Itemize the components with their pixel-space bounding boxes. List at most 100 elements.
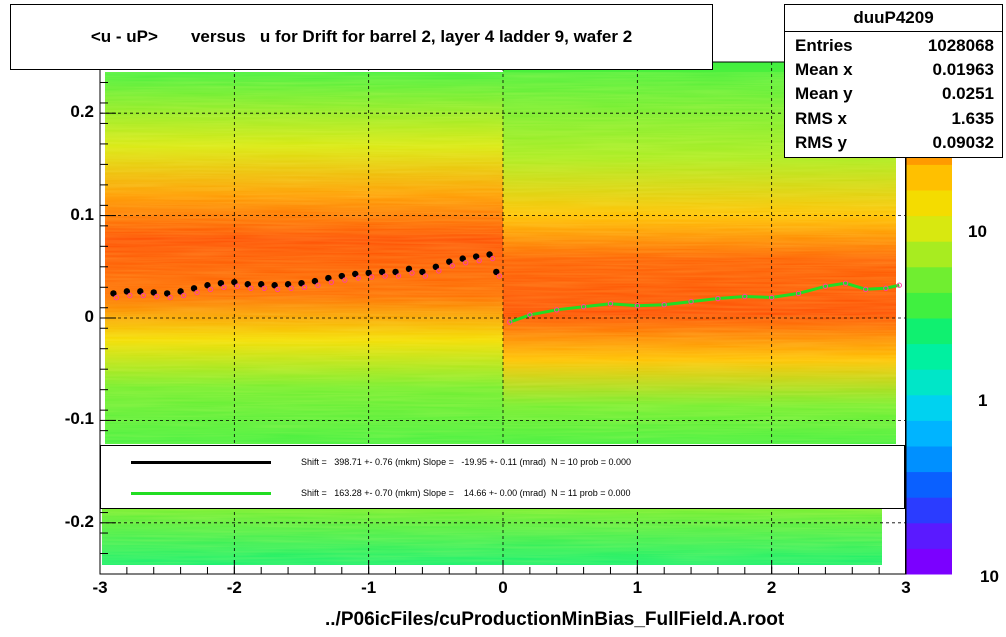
black-marker bbox=[204, 282, 211, 289]
black-marker bbox=[486, 251, 493, 258]
palette-swatch bbox=[906, 471, 952, 498]
pink-marker bbox=[496, 273, 502, 279]
legend-line-black bbox=[131, 461, 271, 464]
stat-row-entries: Entries 1028068 bbox=[795, 36, 994, 60]
stats-box: duuP4209 Entries 1028068 Mean x 0.01963 … bbox=[784, 4, 1003, 158]
pink-marker bbox=[154, 293, 160, 300]
black-marker bbox=[493, 268, 500, 276]
fit-legend: Shift = 398.71 +- 0.76 (mkm) Slope = -19… bbox=[100, 445, 905, 509]
palette-swatch bbox=[906, 266, 952, 293]
legend-text-green: Shift = 163.28 +- 0.70 (mkm) Slope = 14.… bbox=[301, 488, 631, 498]
pink-marker bbox=[328, 279, 335, 285]
palette-swatch bbox=[906, 420, 952, 447]
pink-marker bbox=[288, 285, 294, 292]
pink-marker bbox=[180, 292, 187, 299]
black-marker bbox=[432, 263, 440, 270]
black-marker bbox=[472, 253, 480, 260]
palette-swatch bbox=[906, 190, 952, 217]
pink-marker bbox=[113, 294, 120, 301]
stat-label: Mean x bbox=[795, 60, 853, 79]
x-tick-label: -3 bbox=[92, 578, 108, 597]
pink-marker bbox=[768, 294, 775, 301]
y-tick-label: 0.1 bbox=[70, 204, 94, 224]
pink-marker bbox=[580, 304, 587, 310]
black-marker bbox=[284, 281, 292, 288]
pink-marker bbox=[476, 257, 482, 264]
black-marker bbox=[244, 281, 251, 288]
stat-row-mean-y: Mean y 0.0251 bbox=[795, 84, 994, 108]
pink-marker bbox=[822, 283, 829, 289]
x-tick-label: 2 bbox=[766, 578, 777, 597]
pink-marker bbox=[207, 286, 214, 293]
pink-marker bbox=[221, 284, 227, 290]
black-marker bbox=[163, 290, 171, 297]
pink-marker bbox=[896, 282, 902, 288]
stat-label: RMS y bbox=[795, 133, 847, 152]
pink-marker bbox=[127, 292, 133, 299]
black-marker bbox=[392, 268, 399, 276]
stat-label: Entries bbox=[795, 36, 853, 55]
pink-marker bbox=[194, 289, 200, 296]
pink-marker bbox=[234, 283, 241, 289]
black-marker bbox=[271, 282, 278, 289]
stat-value: 1.635 bbox=[951, 109, 994, 128]
palette-swatch bbox=[906, 522, 952, 549]
stats-title: duuP4209 bbox=[853, 8, 934, 27]
black-marker bbox=[378, 268, 386, 276]
pink-marker bbox=[274, 286, 281, 293]
pink-marker bbox=[409, 270, 415, 276]
pink-marker bbox=[661, 301, 667, 308]
black-marker bbox=[352, 270, 359, 278]
stat-label: Mean y bbox=[795, 84, 853, 103]
pink-marker bbox=[715, 295, 721, 302]
y-tick-label: -0.1 bbox=[64, 409, 94, 429]
palette-swatch bbox=[906, 394, 952, 421]
black-marker bbox=[123, 288, 131, 295]
data-series bbox=[110, 251, 902, 325]
palette-swatch bbox=[906, 446, 952, 473]
pink-marker bbox=[883, 285, 889, 292]
stat-row-mean-x: Mean x 0.01963 bbox=[795, 60, 994, 84]
pink-marker bbox=[463, 260, 469, 266]
x-tick-label: 3 bbox=[901, 578, 911, 597]
pink-marker bbox=[634, 303, 641, 309]
stat-row-rms-y: RMS y 0.09032 bbox=[795, 133, 994, 157]
legend-text-black: Shift = 398.71 +- 0.76 (mkm) Slope = -19… bbox=[301, 457, 632, 467]
stat-value: 1028068 bbox=[927, 36, 994, 55]
pink-marker bbox=[489, 255, 496, 262]
pink-marker bbox=[315, 282, 321, 288]
black-marker bbox=[150, 289, 157, 296]
stat-row-rms-x: RMS x 1.635 bbox=[795, 109, 994, 133]
pink-marker bbox=[507, 319, 513, 325]
pink-marker bbox=[261, 285, 267, 292]
palette-swatch bbox=[906, 318, 952, 345]
pink-marker bbox=[607, 300, 614, 307]
black-marker bbox=[190, 285, 198, 292]
black-marker bbox=[446, 258, 453, 265]
black-marker bbox=[325, 274, 332, 282]
pink-marker bbox=[688, 298, 694, 305]
black-marker bbox=[258, 281, 265, 288]
palette-swatch bbox=[906, 343, 952, 370]
pink-marker bbox=[140, 292, 147, 299]
black-marker bbox=[311, 277, 319, 285]
stats-separator bbox=[785, 31, 1002, 32]
palette-swatch bbox=[906, 292, 952, 319]
pink-marker bbox=[554, 307, 560, 313]
chart-title: <u - uP> versus u for Drift for barrel 2… bbox=[90, 27, 633, 46]
legend-line-green bbox=[131, 492, 271, 495]
stat-value: 0.01963 bbox=[932, 60, 994, 79]
green-series-line bbox=[509, 281, 900, 324]
pink-marker bbox=[355, 275, 361, 281]
palette-swatch bbox=[906, 497, 952, 524]
black-marker bbox=[405, 265, 413, 273]
stat-value: 0.0251 bbox=[942, 84, 994, 103]
stat-label: RMS x bbox=[795, 109, 847, 128]
x-tick-label: -2 bbox=[226, 578, 242, 597]
pink-marker bbox=[742, 293, 748, 300]
black-marker bbox=[217, 279, 225, 287]
z-tick-label: 10 bbox=[968, 222, 987, 241]
black-marker bbox=[338, 272, 345, 280]
title-box: <u - uP> versus u for Drift for barrel 2… bbox=[10, 4, 713, 70]
x-tick-label: -1 bbox=[361, 578, 377, 597]
